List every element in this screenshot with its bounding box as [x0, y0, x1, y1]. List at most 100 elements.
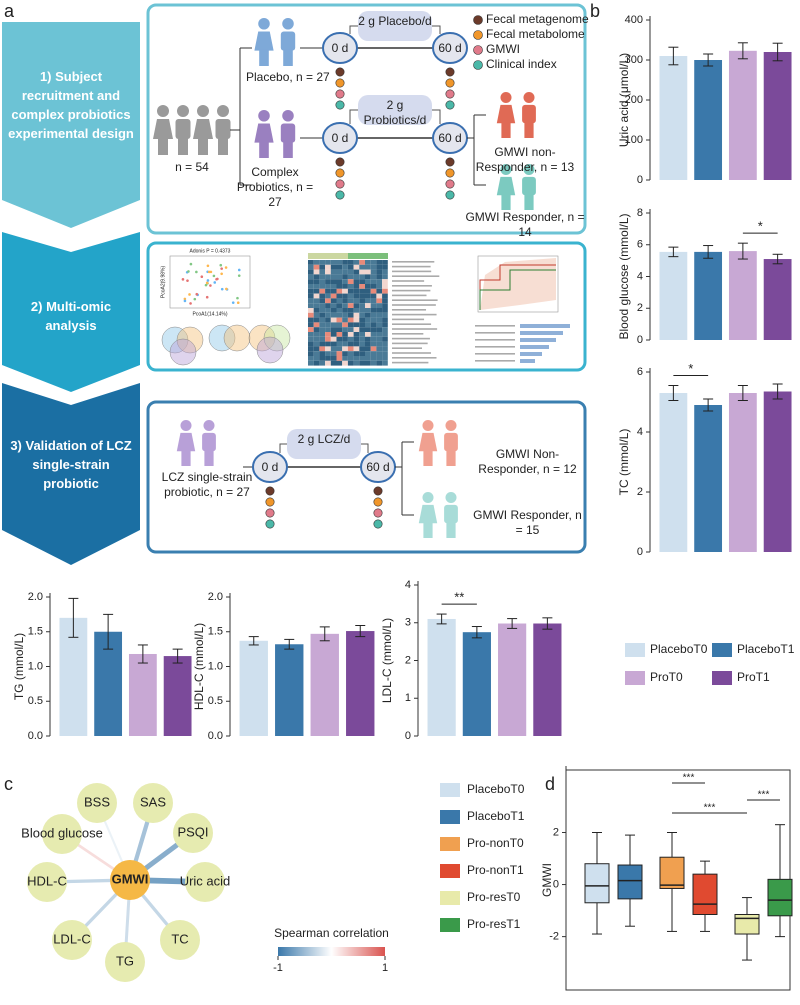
sample-dot: [265, 519, 275, 529]
legend-label: Pro-nonT0: [467, 836, 524, 850]
sample-dot: [445, 89, 455, 99]
y-axis-label: TC (mmol/L): [617, 429, 631, 496]
thumb-dot: [205, 281, 209, 285]
thumb-cell: [336, 264, 343, 270]
thumb-cell: [359, 341, 365, 347]
thumb-cell: [308, 264, 314, 270]
thumb-cell: [376, 341, 383, 347]
thumb-cell: [382, 322, 388, 328]
thumb-cell: [376, 260, 383, 265]
thumb-cell: [342, 332, 348, 337]
legend-dot: [473, 60, 483, 70]
person-head: [203, 420, 215, 432]
thumb-cell: [319, 308, 326, 313]
responder-label: GMWI non-Responder, n = 13: [475, 145, 575, 174]
thumb-cell: [330, 317, 337, 323]
time-label: 60 d: [366, 460, 389, 474]
thumb-cell: [370, 298, 377, 304]
thumb-cell: [353, 269, 360, 275]
thumb-cell: [359, 264, 365, 270]
thumb-text-line: [392, 289, 431, 292]
thumb-cell: [336, 288, 343, 294]
thumb-cell: [308, 288, 314, 294]
person-body: [280, 123, 296, 143]
bar: [763, 391, 792, 552]
person-head: [422, 492, 434, 504]
legend-swatch: [440, 783, 460, 797]
thumb-cell: [319, 260, 326, 265]
thumb-cell: [330, 264, 337, 270]
thumb-dot: [236, 296, 239, 300]
thumb-dot: [189, 302, 192, 305]
person-body: [215, 119, 231, 139]
significance-label: ***: [704, 803, 716, 814]
thumb-cell: [336, 336, 343, 342]
center-node: [110, 860, 150, 900]
thumb-dot: [213, 281, 217, 284]
thumb-cell: [353, 279, 360, 284]
thumb-cell: [336, 327, 343, 332]
split-bracket: [230, 47, 252, 186]
thumb-cell: [359, 332, 365, 337]
thumb-cell: [330, 279, 337, 284]
node-label: Blood glucose: [21, 825, 103, 840]
thumb-venn: [223, 324, 251, 352]
thumb-cell: [330, 351, 337, 356]
thumb-roc-line: [479, 269, 556, 310]
legend-label: Pro-resT1: [467, 917, 521, 931]
responder-label: GMWI Responder, n = 14: [465, 210, 585, 239]
thumb-cell: [308, 279, 314, 284]
thumb-cell: [330, 303, 337, 308]
significance-label: *: [688, 361, 693, 376]
y-tick-label: 2: [553, 826, 559, 838]
thumb-pcoa: [169, 255, 251, 309]
person-body: [175, 119, 191, 139]
thumb-cell: [308, 341, 314, 347]
thumb-cell: [359, 293, 365, 299]
thumb-cell: [353, 346, 360, 352]
thumb-cell: [382, 279, 388, 284]
thumb-cell: [347, 360, 354, 366]
bar: [275, 644, 304, 736]
thumb-cell: [347, 293, 354, 299]
time-node: [322, 32, 358, 64]
thumb-cell: [342, 269, 348, 275]
thumb-cell: [376, 336, 383, 342]
section-box: [146, 3, 587, 235]
node-label: HDL-C: [27, 873, 67, 888]
significance-label: ***: [683, 773, 695, 784]
thumb-cell: [330, 269, 337, 275]
thumb-cell: [365, 351, 371, 356]
network-node: [185, 862, 225, 902]
thumb-cell: [365, 260, 371, 265]
y-tick-label: 6: [637, 239, 643, 251]
thumb-text-line: [392, 323, 432, 325]
legend-label: Pro-nonT1: [467, 863, 524, 877]
thumb-cell: [370, 327, 377, 332]
thumb-cell: [319, 269, 326, 275]
y-tick-label: 0.5: [28, 695, 43, 707]
panel-letter: d: [545, 774, 555, 794]
step-chevron: [2, 232, 140, 392]
thumb-text-line: [392, 299, 438, 301]
time-node: [432, 32, 468, 64]
thumb-text-line: [475, 332, 515, 334]
thumb-cell: [336, 308, 343, 313]
thumb-cell: [336, 260, 343, 265]
group-label: Placebo, n = 27: [246, 70, 330, 84]
thumb-cell: [308, 260, 314, 265]
thumb-cell: [365, 332, 371, 337]
thumb-cell: [325, 327, 331, 332]
thumb-cell: [319, 293, 326, 299]
time-label: 0 d: [332, 131, 349, 145]
network-node: [27, 862, 67, 902]
thumb-cell: [330, 274, 337, 280]
thumb-cell: [325, 312, 331, 318]
thumb-dot: [224, 266, 228, 269]
person-head: [523, 92, 535, 104]
thumb-text-line: [392, 333, 424, 335]
colorbar-tick-label: -1: [273, 962, 283, 974]
thumb-cell: [342, 341, 348, 347]
y-tick-label: 0: [553, 878, 559, 890]
